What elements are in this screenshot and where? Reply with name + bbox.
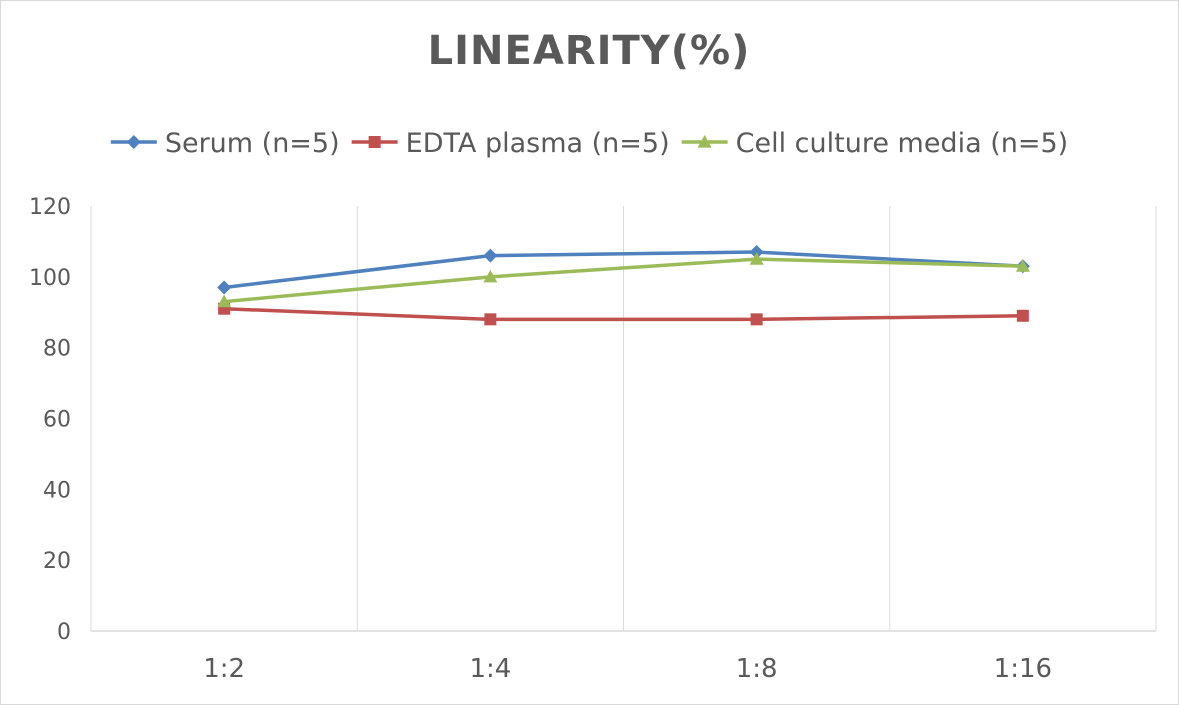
x-tick-label: 1:8: [736, 654, 778, 684]
legend-label: EDTA plasma (n=5): [406, 128, 670, 159]
series-3: [217, 252, 1030, 308]
series-line: [223, 250, 1023, 290]
data-point: [217, 280, 232, 295]
data-point: [483, 248, 498, 263]
legend-item-1: Serum (n=5): [110, 128, 340, 159]
x-tick-label: 1:2: [203, 654, 245, 684]
data-point: [749, 245, 764, 260]
legend-item-3: Cell culture media (n=5): [681, 128, 1069, 159]
data-point: [484, 313, 497, 326]
legend: Serum (n=5) EDTA plasma (n=5) Cell culture…: [110, 128, 1069, 159]
legend-item-2: EDTA plasma (n=5): [351, 128, 670, 159]
legend-marker: [126, 135, 141, 149]
series-2: [218, 302, 1029, 326]
y-tick-label: 40: [43, 478, 71, 503]
legend-marker: [697, 135, 712, 148]
data-point: [1015, 259, 1030, 272]
data-point: [483, 269, 498, 283]
data-point: [1016, 309, 1029, 322]
y-tick-label: 80: [43, 337, 71, 362]
legend-label: Cell culture media (n=5): [736, 128, 1069, 159]
y-tick-label: 60: [43, 408, 71, 433]
y-tick-label: 20: [43, 549, 71, 574]
chart-title: LINEARITY(%): [428, 28, 751, 74]
y-axis: 0 20 40 60 80 100 120: [29, 195, 71, 645]
series-group: [217, 245, 1030, 326]
y-tick-label: 0: [57, 620, 71, 645]
data-point: [217, 294, 232, 308]
y-tick-label: 100: [29, 266, 71, 291]
legend-marker: [368, 136, 381, 148]
data-point: [750, 313, 763, 326]
gridlines: [90, 206, 1157, 632]
x-axis: 1:2 1:4 1:8 1:16: [203, 654, 1052, 684]
series-line: [224, 306, 1023, 322]
series-line: [223, 257, 1023, 304]
legend-label: Serum (n=5): [165, 128, 340, 159]
y-tick-label: 120: [29, 195, 71, 220]
data-point: [749, 252, 764, 265]
x-tick-label: 1:4: [469, 654, 511, 684]
x-tick-label: 1:16: [994, 654, 1052, 684]
